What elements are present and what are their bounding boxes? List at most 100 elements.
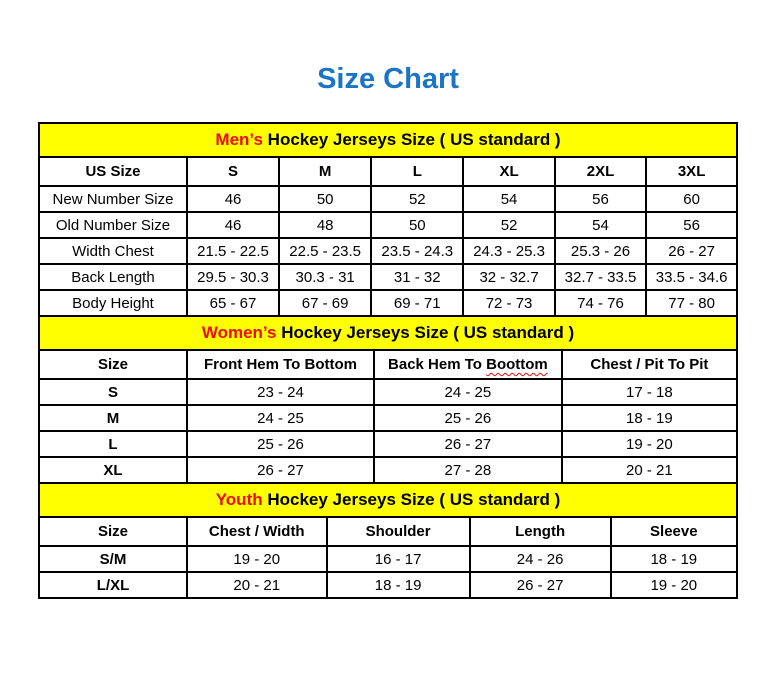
cell-value: 32.7 - 33.5 <box>553 263 648 291</box>
mens-col-header: XL <box>462 156 556 187</box>
cell-value: 24 - 25 <box>185 404 376 432</box>
cell-value: 74 - 76 <box>553 289 648 317</box>
womens-col-header: Chest / Pit To Pit <box>560 349 739 380</box>
cell-value: 56 <box>553 185 648 213</box>
womens-col-header: Front Hem To Bottom <box>185 349 376 380</box>
cell-value: 32 - 32.7 <box>462 263 556 291</box>
row-label: Old Number Size <box>38 211 188 239</box>
cell-value: 60 <box>645 185 738 213</box>
womens-banner: Women’s Hockey Jerseys Size ( US standar… <box>38 315 738 351</box>
mens-banner-text: Hockey Jerseys Size ( US standard ) <box>262 130 561 149</box>
row-label: Body Height <box>38 289 188 317</box>
cell-value: 33.5 - 34.6 <box>645 263 738 291</box>
cell-value: 56 <box>645 211 738 239</box>
page-title: Size Chart <box>317 63 459 95</box>
cell-value: 23.5 - 24.3 <box>370 237 465 265</box>
womens-header-row: Size Front Hem To Bottom Back Hem To Boott… <box>38 349 739 380</box>
cell-value: 54 <box>553 211 648 239</box>
cell-value: 24.3 - 25.3 <box>462 237 556 265</box>
cell-value: 26 - 27 <box>468 571 612 599</box>
cell-value: 24 - 25 <box>373 378 563 406</box>
cell-value: 67 - 69 <box>278 289 373 317</box>
cell-value: 19 - 20 <box>185 545 328 573</box>
mens-col-header: US Size <box>38 156 188 187</box>
youth-col-header: Shoulder <box>325 516 471 547</box>
cell-value: 23 - 24 <box>185 378 376 406</box>
cell-value: 65 - 67 <box>185 289 281 317</box>
mens-row: Back Length 29.5 - 30.3 30.3 - 31 31 - 32 32… <box>38 263 738 291</box>
cell-value: 21.5 - 22.5 <box>185 237 281 265</box>
mens-col-header: 2XL <box>553 156 648 187</box>
row-label: S <box>38 378 188 406</box>
cell-value: 25 - 26 <box>185 430 376 458</box>
mens-row: Width Chest 21.5 - 22.5 22.5 - 23.5 23.5 - … <box>38 237 738 265</box>
row-label: L/XL <box>38 571 188 599</box>
cell-value: 19 - 20 <box>560 430 739 458</box>
cell-value: 25.3 - 26 <box>553 237 648 265</box>
cell-value: 27 - 28 <box>373 456 563 484</box>
mens-banner: Men’s Hockey Jerseys Size ( US standard … <box>38 122 738 158</box>
cell-value: 69 - 71 <box>370 289 465 317</box>
mens-header-row: US Size S M L XL 2XL 3XL <box>38 156 738 187</box>
womens-banner-highlight: Women’s <box>201 323 277 342</box>
cell-value: 46 <box>185 185 281 213</box>
youth-row: L/XL 20 - 21 18 - 19 26 - 27 19 - 20 <box>38 571 739 599</box>
womens-banner-row: Women’s Hockey Jerseys Size ( US standar… <box>38 315 738 351</box>
cell-value: 77 - 80 <box>645 289 738 317</box>
cell-value: 50 <box>370 211 465 239</box>
cell-value: 26 - 27 <box>645 237 738 265</box>
cell-value: 30.3 - 31 <box>278 263 373 291</box>
mens-col-header: 3XL <box>645 156 738 187</box>
row-label: S/M <box>38 545 188 573</box>
mens-col-header: S <box>185 156 281 187</box>
womens-row: L 25 - 26 26 - 27 19 - 20 <box>38 430 739 458</box>
cell-value: 54 <box>462 185 556 213</box>
youth-size-table: Youth Hockey Jerseys Size ( US standard … <box>38 482 739 599</box>
row-label: New Number Size <box>38 185 188 213</box>
womens-size-table: Women’s Hockey Jerseys Size ( US standar… <box>38 315 739 484</box>
youth-row: S/M 19 - 20 16 - 17 24 - 26 18 - 19 <box>38 545 739 573</box>
cell-value: 31 - 32 <box>370 263 465 291</box>
youth-banner-text: Hockey Jerseys Size ( US standard ) <box>262 490 561 509</box>
mens-row: Old Number Size 46 48 50 52 54 56 <box>38 211 738 239</box>
cell-value: 16 - 17 <box>325 545 471 573</box>
cell-value: 52 <box>370 185 465 213</box>
womens-col-header: Back Hem To Boottom <box>373 349 563 380</box>
youth-col-header: Sleeve <box>609 516 739 547</box>
cell-value: 72 - 73 <box>462 289 556 317</box>
cell-value: 18 - 19 <box>325 571 471 599</box>
cell-value: 29.5 - 30.3 <box>185 263 281 291</box>
cell-value: 18 - 19 <box>560 404 739 432</box>
row-label: M <box>38 404 188 432</box>
cell-value: 25 - 26 <box>373 404 563 432</box>
cell-value: 20 - 21 <box>185 571 328 599</box>
row-label: Width Chest <box>38 237 188 265</box>
mens-col-header: L <box>370 156 465 187</box>
womens-banner-text: Hockey Jerseys Size ( US standard ) <box>276 323 575 342</box>
youth-banner-highlight: Youth <box>215 490 263 509</box>
misspelled-word: Boottom <box>486 356 548 373</box>
womens-row: XL 26 - 27 27 - 28 20 - 21 <box>38 456 739 484</box>
cell-value: 50 <box>278 185 373 213</box>
row-label: L <box>38 430 188 458</box>
womens-row: S 23 - 24 24 - 25 17 - 18 <box>38 378 739 406</box>
youth-col-header: Length <box>468 516 612 547</box>
row-label: Back Length <box>38 263 188 291</box>
cell-value: 18 - 19 <box>609 545 739 573</box>
youth-col-header: Size <box>38 516 188 547</box>
mens-banner-highlight: Men’s <box>215 130 263 149</box>
womens-col-header: Size <box>38 349 188 380</box>
cell-value: 46 <box>185 211 281 239</box>
mens-row: New Number Size 46 50 52 54 56 60 <box>38 185 738 213</box>
cell-value: 20 - 21 <box>560 456 739 484</box>
youth-banner-row: Youth Hockey Jerseys Size ( US standard … <box>38 482 738 518</box>
mens-row: Body Height 65 - 67 67 - 69 69 - 71 72 - 73 7… <box>38 289 738 317</box>
mens-banner-row: Men’s Hockey Jerseys Size ( US standard … <box>38 122 738 158</box>
size-chart: Men’s Hockey Jerseys Size ( US standard … <box>38 122 739 599</box>
youth-header-row: Size Chest / Width Shoulder Length Sleeve <box>38 516 739 547</box>
cell-value: 48 <box>278 211 373 239</box>
cell-value: 24 - 26 <box>468 545 612 573</box>
womens-row: M 24 - 25 25 - 26 18 - 19 <box>38 404 739 432</box>
mens-col-header: M <box>278 156 373 187</box>
